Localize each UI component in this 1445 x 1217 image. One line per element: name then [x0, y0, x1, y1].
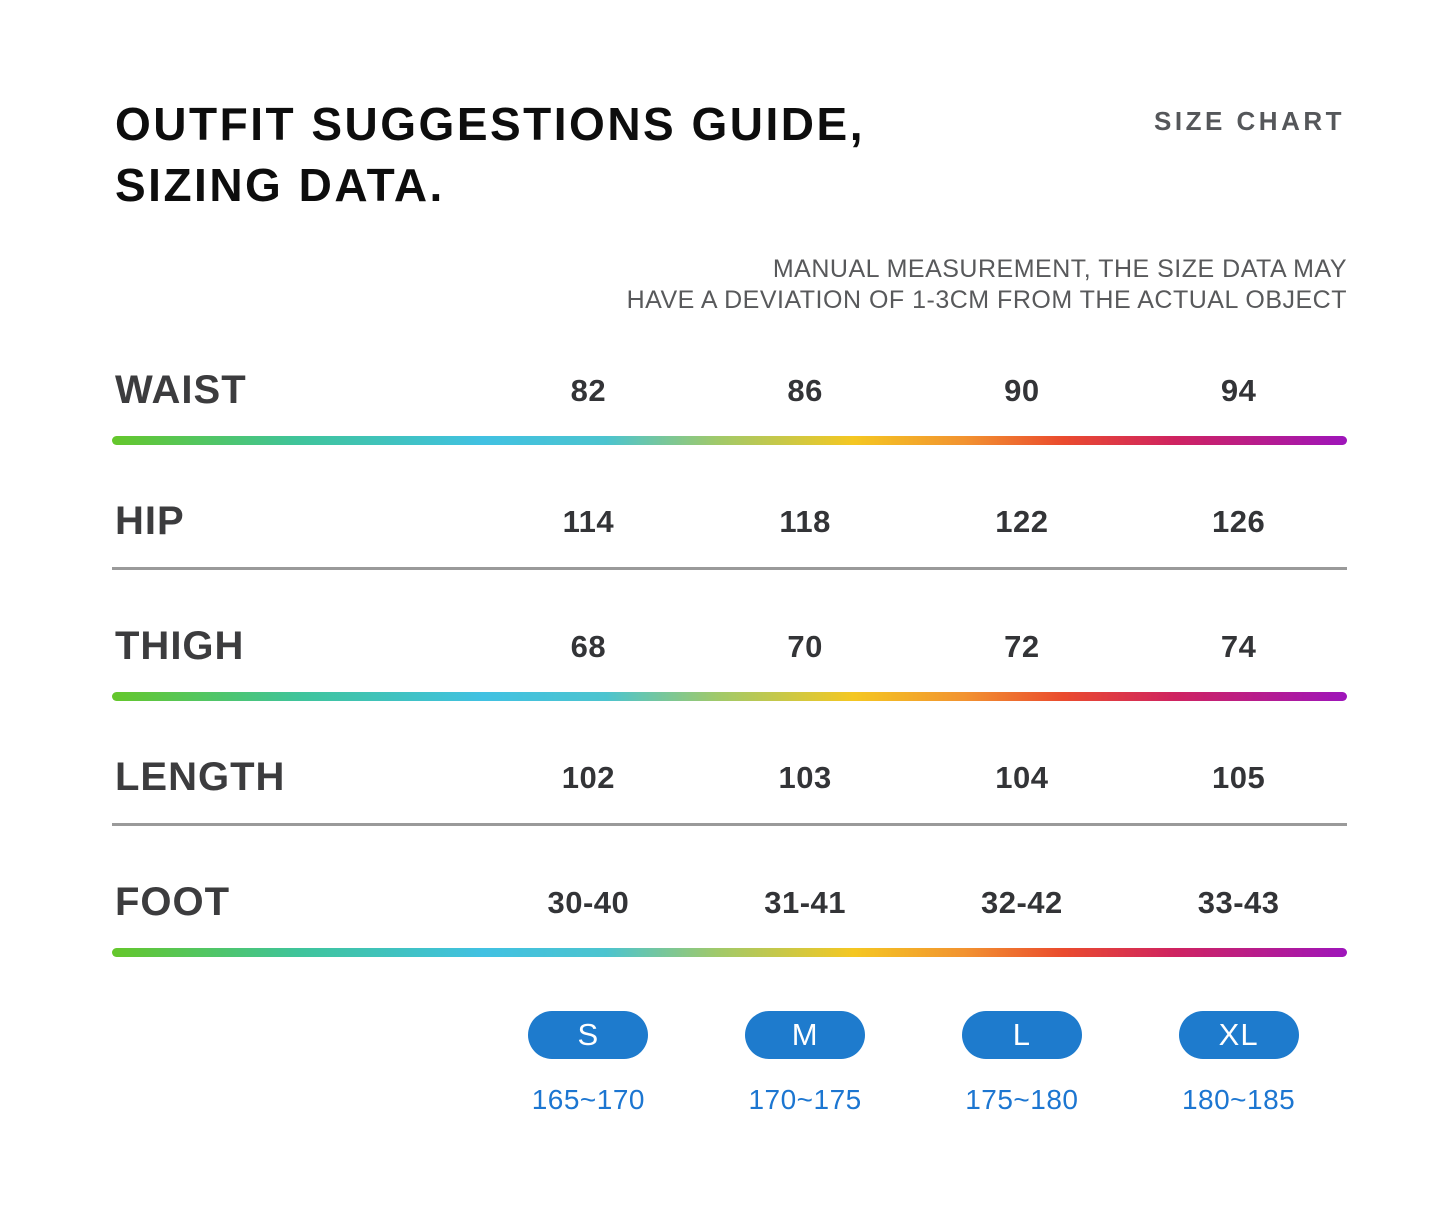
height-range-m: 170~175: [748, 1084, 862, 1115]
hip-value-l: 122: [995, 503, 1049, 539]
page-title: OUTFIT SUGGESTIONS GUIDE, SIZING DATA.: [115, 94, 1347, 216]
length-value-xl: 105: [1212, 759, 1266, 795]
measurement-note: MANUAL MEASUREMENT, THE SIZE DATA MAY HA…: [0, 254, 1445, 316]
row-label-foot: FOOT: [115, 880, 231, 924]
waist-value-s: 82: [570, 372, 607, 408]
gray-divider: [112, 823, 1347, 826]
label-spacer: [112, 1011, 480, 1116]
size-badge-s: S: [528, 1011, 649, 1059]
foot-value-s: 30-40: [547, 884, 630, 920]
waist-value-l: 90: [1004, 372, 1040, 408]
measurement-note-line1: MANUAL MEASUREMENT, THE SIZE DATA MAY: [772, 255, 1347, 283]
foot-value-m: 31-41: [764, 884, 847, 920]
gray-divider: [112, 567, 1347, 570]
measurement-note-line2: HAVE A DEVIATION OF 1-3CM FROM THE ACTUA…: [626, 286, 1347, 314]
table-row: THIGH 68 70 72 74: [112, 624, 1347, 701]
waist-value-xl: 94: [1220, 372, 1257, 408]
hip-value-s: 114: [562, 503, 615, 539]
table-row: HIP 114 118 122 126: [112, 499, 1347, 570]
foot-value-l: 32-42: [980, 884, 1063, 920]
hip-value-xl: 126: [1212, 503, 1266, 539]
row-label-thigh: THIGH: [115, 624, 245, 668]
size-column-m: M 170~175: [697, 1011, 914, 1116]
thigh-value-xl: 74: [1220, 628, 1257, 664]
table-row: FOOT 30-40 31-41 32-42 33-43: [112, 880, 1347, 957]
rainbow-divider: [112, 948, 1347, 957]
table-row: LENGTH 102 103 104 105: [112, 755, 1347, 826]
size-chart-label: SIZE CHART: [1154, 106, 1345, 136]
size-column-l: L 175~180: [914, 1011, 1131, 1116]
thigh-value-s: 68: [570, 628, 607, 664]
thigh-value-m: 70: [787, 628, 823, 664]
size-column-s: S 165~170: [480, 1011, 697, 1116]
height-range-xl: 180~185: [1181, 1084, 1296, 1115]
rainbow-divider: [112, 436, 1347, 445]
size-column-xl: XL 180~185: [1130, 1011, 1347, 1116]
header: OUTFIT SUGGESTIONS GUIDE, SIZING DATA. S…: [0, 0, 1445, 216]
size-badge-xl: XL: [1178, 1011, 1299, 1059]
waist-value-m: 86: [787, 372, 823, 408]
table-row: WAIST 82 86 90 94: [112, 368, 1347, 445]
hip-value-m: 118: [779, 503, 831, 539]
foot-value-xl: 33-43: [1197, 884, 1280, 920]
row-label-hip: HIP: [115, 499, 185, 543]
page-title-line2: SIZING DATA.: [115, 159, 445, 211]
length-value-m: 103: [778, 759, 832, 795]
row-label-waist: WAIST: [115, 368, 247, 412]
page-title-line1: OUTFIT SUGGESTIONS GUIDE,: [115, 98, 865, 150]
height-range-s: 165~170: [531, 1084, 646, 1115]
thigh-value-l: 72: [1004, 628, 1040, 664]
length-value-l: 104: [995, 759, 1049, 795]
size-badge-m: M: [745, 1011, 866, 1059]
length-value-s: 102: [561, 759, 615, 795]
size-badges-row: S 165~170 M 170~175 L 175~180 XL 180~185: [0, 1011, 1445, 1116]
size-badge-l: L: [961, 1011, 1082, 1059]
row-label-length: LENGTH: [115, 755, 286, 799]
rainbow-divider: [112, 692, 1347, 701]
size-table: WAIST 82 86 90 94 HIP 114 118 122 126: [0, 368, 1445, 957]
height-range-l: 175~180: [965, 1084, 1079, 1115]
